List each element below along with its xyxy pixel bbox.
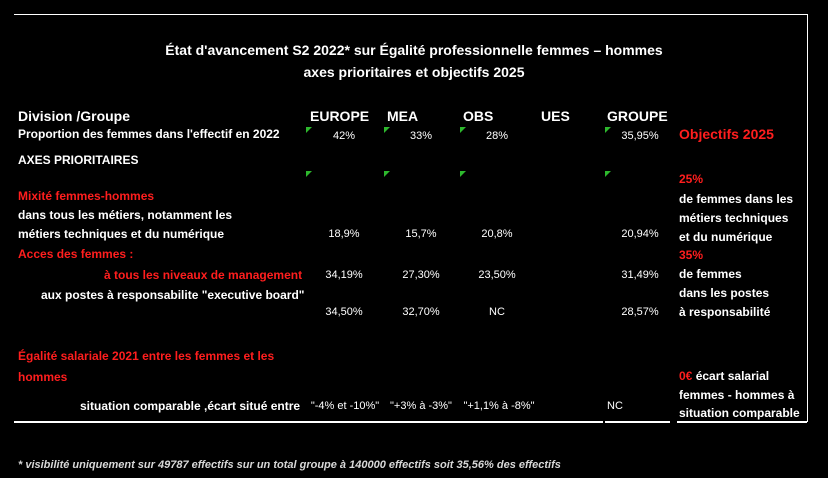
proportion-europe: 42% — [332, 130, 356, 142]
egalite-heading-line2: hommes — [18, 370, 68, 384]
situation-obs: "+1,1% à -8%" — [463, 400, 535, 412]
proportion-obs: 28% — [485, 130, 509, 142]
green-marker-icon — [306, 171, 312, 177]
management-obs: 23,50% — [478, 269, 516, 281]
green-marker-icon — [605, 127, 611, 133]
proportion-label: Proportion des femmes dans l'effectif en… — [18, 127, 280, 141]
objective-mixite-line3: et du numérique — [679, 230, 773, 244]
green-marker-icon — [460, 171, 466, 177]
axes-label: AXES PRIORITAIRES — [18, 153, 139, 167]
objective-acces-line1: de femmes — [679, 267, 742, 281]
mixite-heading: Mixité femmes-hommes — [18, 189, 155, 203]
objective-mixite-line2: métiers techniques — [679, 211, 789, 225]
footnote: * visibilité uniquement sur 49787 effect… — [18, 459, 561, 471]
mixite-obs: 20,8% — [481, 228, 513, 240]
header-division-label: Division /Groupe — [18, 108, 131, 124]
objective-salaire-line1: écart salarial — [692, 369, 770, 383]
table-bottom-rule — [14, 421, 603, 423]
mixite-europe: 18,9% — [328, 228, 360, 240]
column-header-europe: EUROPE — [310, 108, 370, 124]
executive-groupe: 28,57% — [621, 306, 659, 318]
mixite-mea: 15,7% — [405, 228, 437, 240]
frame-top-border — [14, 14, 808, 15]
green-marker-icon — [384, 127, 390, 133]
frame-right-border — [807, 14, 808, 422]
objective-mixite-line1: de femmes dans les — [679, 192, 794, 206]
acces-heading: Acces des femmes : — [18, 247, 134, 261]
management-groupe: 31,49% — [621, 269, 659, 281]
objective-salaire-line3: situation comparable — [679, 406, 800, 420]
objectives-bottom-rule — [677, 421, 807, 423]
green-marker-icon — [605, 171, 611, 177]
mixite-groupe: 20,94% — [621, 228, 659, 240]
egalite-heading-line1: Égalité salariale 2021 entre les femmes … — [18, 349, 275, 363]
acces-management-label: à tous les niveaux de management — [104, 268, 303, 282]
slide-title: État d'avancement S2 2022* sur Égalité p… — [165, 42, 663, 58]
objective-acces-line2: dans les postes — [679, 286, 770, 300]
situation-mea: "+3% à -3%" — [390, 400, 452, 412]
executive-mea: 32,70% — [402, 306, 440, 318]
column-header-obs: OBS — [463, 108, 494, 124]
column-header-mea: MEA — [387, 108, 419, 124]
green-marker-icon — [306, 127, 312, 133]
situation-groupe: NC — [607, 400, 623, 412]
situation-europe: "-4% et -10%" — [310, 400, 380, 412]
management-mea: 27,30% — [402, 269, 440, 281]
column-header-groupe: GROUPE — [607, 108, 668, 124]
situation-label: situation comparable ,écart situé entre — [80, 399, 301, 413]
mixite-line2: métiers techniques et du numérique — [18, 227, 225, 241]
green-marker-icon — [384, 171, 390, 177]
mixite-line1: dans tous les métiers, notamment les — [18, 208, 233, 222]
executive-europe: 34,50% — [325, 306, 363, 318]
objectives-title: Objectifs 2025 — [679, 126, 774, 142]
proportion-groupe: 35,95% — [621, 130, 659, 142]
column-header-ues: UES — [541, 108, 570, 124]
objective-acces-pct: 35% — [679, 248, 704, 262]
slide-subtitle: axes prioritaires et objectifs 2025 — [303, 64, 525, 80]
objective-salaire-line2: femmes - hommes à — [679, 388, 795, 402]
management-europe: 34,19% — [325, 269, 363, 281]
green-marker-icon — [460, 127, 466, 133]
proportion-mea: 33% — [409, 130, 433, 142]
objective-salaire-line: 0€ écart salarial — [679, 369, 769, 383]
objective-acces-line3: à responsabilité — [679, 305, 771, 319]
executive-obs: NC — [489, 306, 505, 318]
objective-salaire-pct: 0€ — [679, 369, 693, 383]
groupe-bottom-rule — [605, 421, 670, 423]
acces-executive-label: aux postes à responsabilite "executive b… — [41, 288, 305, 302]
objective-mixite-pct: 25% — [679, 172, 704, 186]
